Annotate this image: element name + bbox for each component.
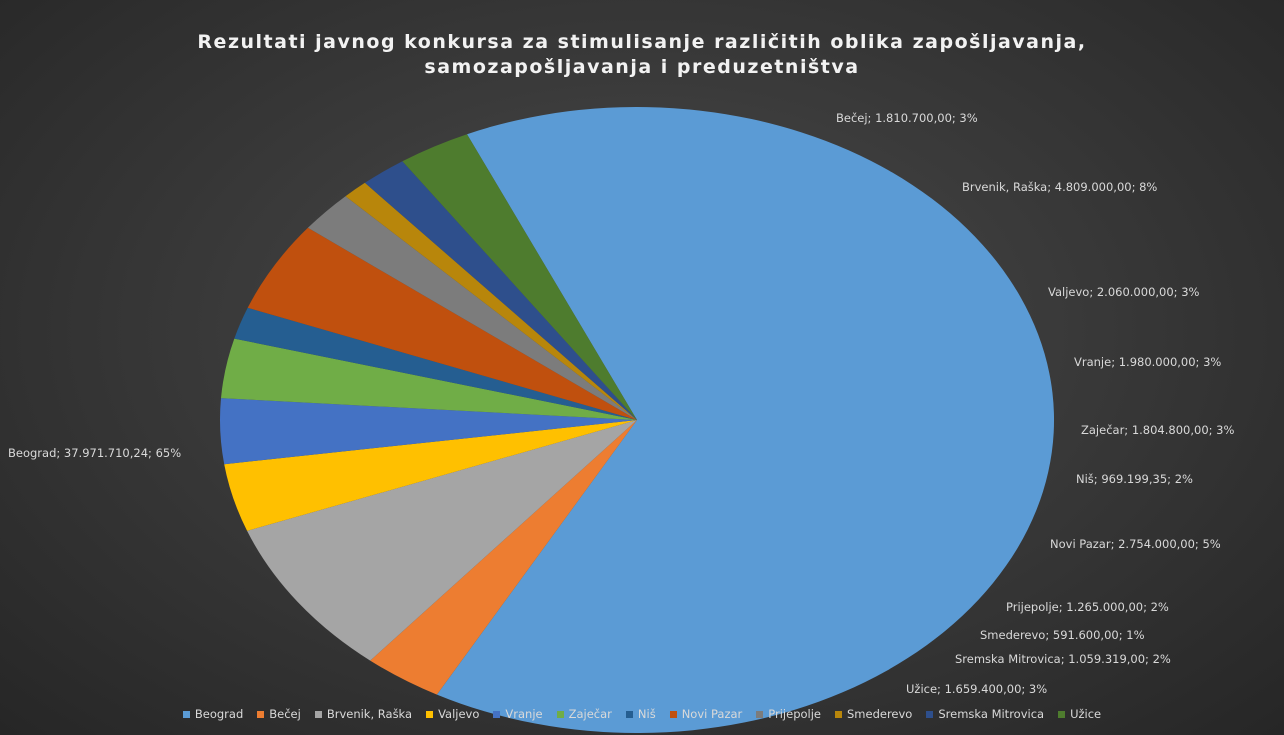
legend-swatch bbox=[182, 710, 190, 718]
legend-item-5: Vranje bbox=[493, 707, 543, 721]
data-label-3: Brvenik, Raška; 4.809.000,00; 8% bbox=[962, 180, 1157, 194]
legend-item-11: Sremska Mitrovica bbox=[926, 707, 1044, 721]
chart-legend: Beograd Bečej Brvenik, Raška Valjevo Vranje Z… bbox=[0, 707, 1284, 721]
pie-slice-5 bbox=[219, 398, 637, 465]
data-label-10: Smederevo; 591.600,00; 1% bbox=[980, 628, 1145, 642]
legend-swatch bbox=[426, 710, 434, 718]
legend-swatch bbox=[835, 710, 842, 718]
legend-label: Valjevo bbox=[438, 707, 480, 721]
data-label-12: Užice; 1.659.400,00; 3% bbox=[906, 682, 1047, 696]
pie-slice-4 bbox=[224, 420, 637, 531]
chart-title-line-1: Rezultati javnog konkursa za stimulisanj… bbox=[197, 31, 1087, 53]
legend-item-4: Valjevo bbox=[426, 707, 479, 721]
data-label-2: Bečej; 1.810.700,00; 3% bbox=[836, 111, 978, 125]
legend-item-7: Niš bbox=[625, 707, 656, 721]
pie-slice-8 bbox=[247, 227, 637, 420]
pie-slice-9 bbox=[307, 196, 637, 420]
legend-label: Beograd bbox=[194, 707, 244, 721]
legend-swatch bbox=[1058, 710, 1066, 718]
legend-label: Brvenik, Raška bbox=[326, 707, 413, 721]
data-label-9: Prijepolje; 1.265.000,00; 2% bbox=[1006, 600, 1169, 614]
pie-slice-7 bbox=[234, 307, 638, 420]
legend-item-1: Beograd bbox=[182, 707, 244, 721]
legend-swatch bbox=[257, 710, 265, 718]
pie-slice-6 bbox=[221, 338, 637, 420]
legend-label: Vranje bbox=[505, 707, 543, 721]
legend-label: Zaječar bbox=[568, 707, 612, 721]
legend-label: Novi Pazar bbox=[681, 707, 743, 721]
data-label-6: Zaječar; 1.804.800,00; 3% bbox=[1081, 423, 1234, 437]
legend-item-9: Prijepolje bbox=[756, 707, 821, 721]
pie-slice-12 bbox=[402, 134, 637, 420]
legend-item-10: Smederevo bbox=[835, 707, 912, 721]
data-label-11: Sremska Mitrovica; 1.059.319,00; 2% bbox=[955, 652, 1171, 666]
legend-item-12: Užice bbox=[1058, 707, 1101, 721]
data-label-1: Beograd; 37.971.710,24; 65% bbox=[8, 446, 181, 460]
legend-swatch bbox=[625, 710, 633, 718]
pie-slice-3 bbox=[247, 420, 637, 661]
legend-swatch bbox=[314, 710, 322, 718]
chart-title-line-2: samozapošljavanja i preduzetništva bbox=[424, 56, 860, 78]
legend-swatch bbox=[493, 710, 501, 718]
legend-label: Sremska Mitrovica bbox=[938, 707, 1045, 721]
legend-swatch bbox=[669, 710, 677, 718]
legend-item-2: Bečej bbox=[257, 707, 301, 721]
legend-label: Smederevo bbox=[847, 707, 913, 721]
legend-label: Niš bbox=[637, 707, 656, 721]
data-label-8: Novi Pazar; 2.754.000,00; 5% bbox=[1050, 537, 1221, 551]
pie-slice-1 bbox=[436, 107, 1055, 734]
legend-label: Bečej bbox=[269, 707, 301, 721]
legend-label: Užice bbox=[1070, 707, 1102, 721]
pie-slice-11 bbox=[364, 161, 637, 420]
legend-item-8: Novi Pazar bbox=[669, 707, 743, 721]
pie-slice-10 bbox=[345, 182, 637, 420]
legend-item-3: Brvenik, Raška bbox=[314, 707, 413, 721]
data-label-7: Niš; 969.199,35; 2% bbox=[1076, 472, 1193, 486]
legend-swatch bbox=[926, 710, 934, 718]
legend-label: Prijepolje bbox=[768, 707, 821, 721]
legend-swatch bbox=[756, 710, 764, 718]
data-label-5: Vranje; 1.980.000,00; 3% bbox=[1074, 355, 1221, 369]
legend-swatch bbox=[556, 710, 564, 718]
chart-title: Rezultati javnog konkursa za stimulisanj… bbox=[0, 30, 1284, 80]
data-label-4: Valjevo; 2.060.000,00; 3% bbox=[1048, 285, 1200, 299]
legend-item-6: Zaječar bbox=[556, 707, 612, 721]
pie-slice-2 bbox=[370, 420, 637, 695]
